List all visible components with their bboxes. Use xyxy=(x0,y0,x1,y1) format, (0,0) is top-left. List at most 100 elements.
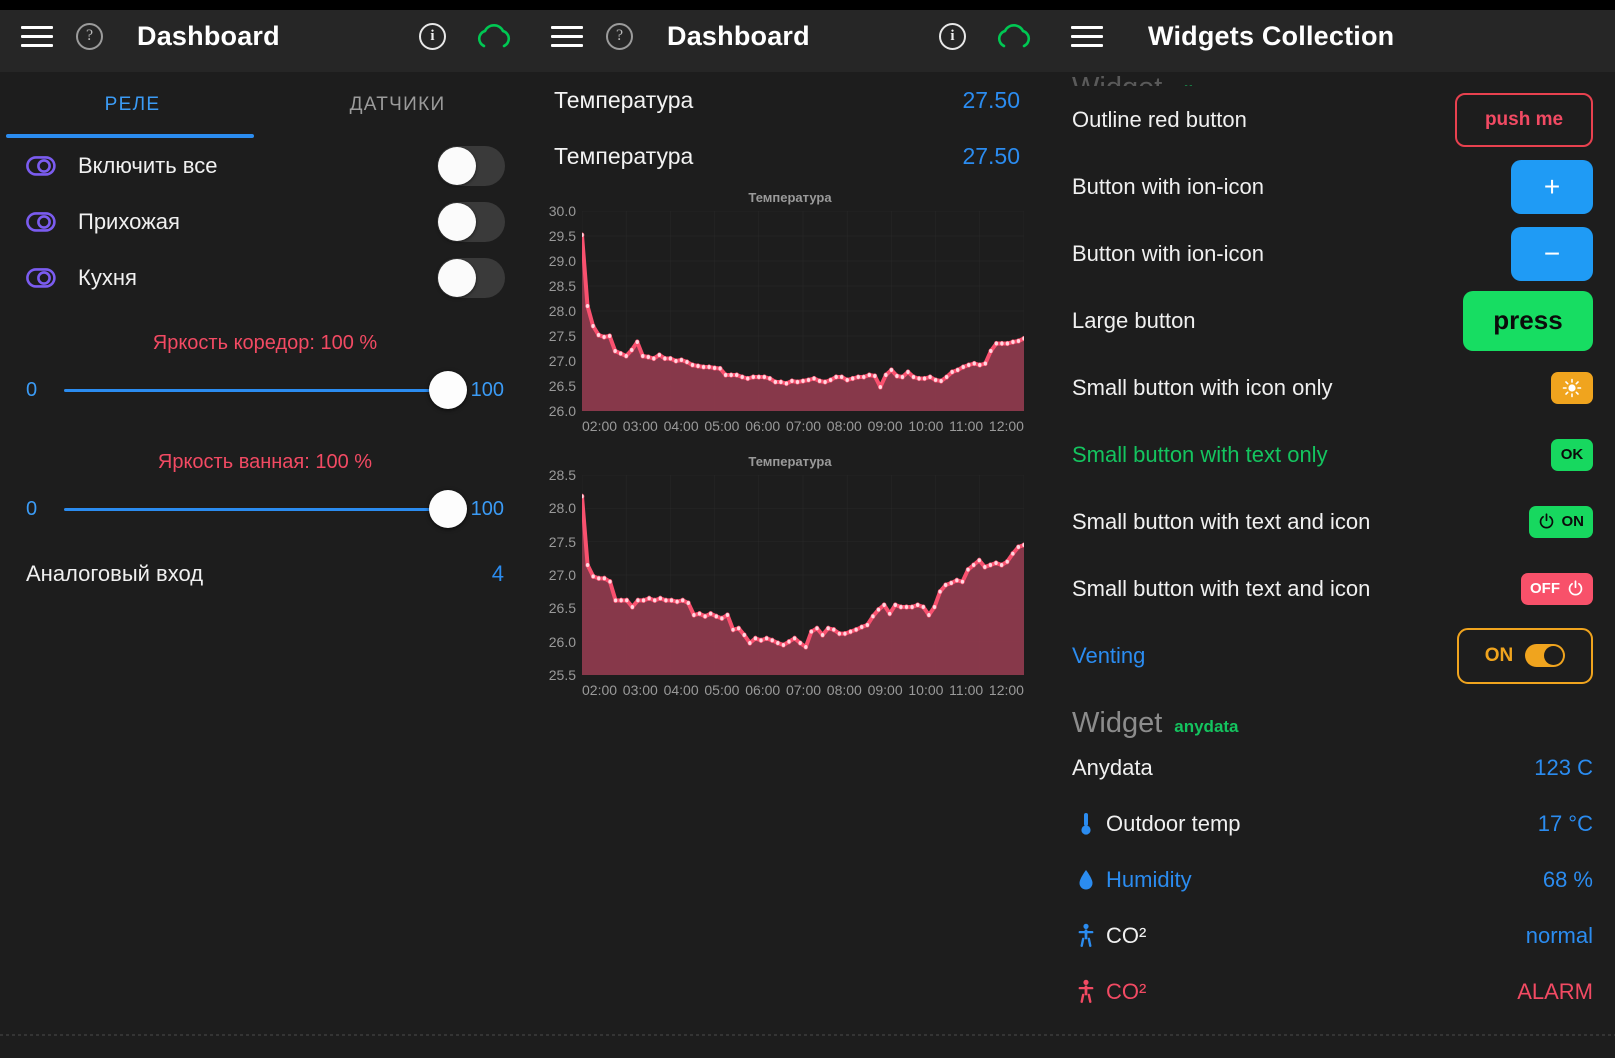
blue-minus-button[interactable]: − xyxy=(1511,226,1593,281)
data-row-outdoor-temp: Outdoor temp 17 °C xyxy=(1050,796,1615,852)
outline-orange-toggle[interactable]: ON xyxy=(1457,627,1593,684)
chart-x-tick: 12:00 xyxy=(988,682,1024,698)
large-green-button[interactable]: press xyxy=(1463,290,1593,351)
slider-bar xyxy=(64,388,457,392)
hamburger-menu-icon[interactable] xyxy=(1070,19,1104,53)
widget-row-large: Large button press xyxy=(1050,287,1615,354)
chart-x-tick: 08:00 xyxy=(826,418,862,434)
chart-x-axis: 02:00 03:00 04:00 05:00 06:00 07:00 08:00 09:00… xyxy=(582,675,1024,698)
slider-thumb[interactable] xyxy=(428,371,467,409)
chart-x-tick: 11:00 xyxy=(949,418,984,434)
toggle-row-hallway[interactable]: Прихожая xyxy=(0,194,530,250)
widget-row-label: Button with ion-icon xyxy=(1072,173,1264,199)
chart-x-tick: 10:00 xyxy=(908,418,944,434)
switch-knob xyxy=(438,259,476,297)
page-title: Dashboard xyxy=(667,20,810,51)
cloud-icon[interactable] xyxy=(474,22,512,50)
help-circle-icon[interactable]: ? xyxy=(606,22,633,50)
slider-min-label: 0 xyxy=(26,497,38,520)
tab-rele[interactable]: РЕЛЕ xyxy=(104,94,161,115)
toggle-switch-icon xyxy=(26,156,64,176)
cloud-icon[interactable] xyxy=(994,22,1032,50)
appbar-right: Widgets Collection xyxy=(1050,0,1615,72)
appbar-left: ? Dashboard i xyxy=(0,0,530,72)
chart-y-tick: 26.5 xyxy=(548,600,576,617)
chart-markers xyxy=(582,232,1024,390)
data-row-label: CO² xyxy=(1106,979,1147,1004)
switch-kitchen[interactable] xyxy=(437,258,505,298)
power-off-label: OFF xyxy=(1530,580,1560,597)
slider-track[interactable] xyxy=(64,370,467,410)
widget-row-label: Small button with text and icon xyxy=(1072,575,1371,601)
minus-icon: − xyxy=(1543,237,1561,269)
slider-thumb[interactable] xyxy=(428,490,467,528)
switch-knob xyxy=(438,147,476,185)
blue-plus-button[interactable]: + xyxy=(1511,159,1593,214)
hamburger-menu-icon[interactable] xyxy=(20,19,54,53)
small-red-power-off-button[interactable]: OFF xyxy=(1521,572,1593,605)
chart-y-tick: 25.5 xyxy=(548,667,576,683)
widget-row-label: Small button with icon only xyxy=(1072,374,1333,400)
data-row-label: Anydata xyxy=(1072,755,1153,780)
widget-row-label: Small button with text and icon xyxy=(1072,508,1371,534)
venting-state-label: ON xyxy=(1484,644,1514,666)
slider-bar xyxy=(64,507,457,511)
switch-all[interactable] xyxy=(437,146,505,186)
sun-icon xyxy=(1562,378,1582,397)
widget-row-text-icon-off: Small button with text and icon OFF xyxy=(1050,555,1615,622)
data-row-anydata: Anydata 123 C xyxy=(1050,740,1615,796)
widget-group-subtitle: anydata xyxy=(1174,717,1239,736)
slider-min-label: 0 xyxy=(26,378,38,401)
slider-corridor[interactable]: 0 100 xyxy=(0,355,530,425)
data-row-label: Outdoor temp xyxy=(1106,811,1241,836)
widget-row-label: Venting xyxy=(1072,642,1146,668)
info-circle-icon[interactable]: i xyxy=(939,22,966,50)
slider-caption-corridor: Яркость коредор: 100 % xyxy=(152,332,378,354)
power-icon xyxy=(1568,580,1583,596)
chart-area: 28.5 28.0 27.5 27.0 26.5 26.0 25.5 xyxy=(530,467,1050,683)
chart-y-tick: 26.0 xyxy=(548,633,576,650)
widget-group-title: Widget xyxy=(1072,72,1162,86)
slider-caption-bathroom: Яркость ванная: 100 % xyxy=(157,451,373,473)
chart-plot[interactable] xyxy=(582,211,1024,411)
slider-track[interactable] xyxy=(64,489,467,529)
chart-x-axis: 02:00 03:00 04:00 05:00 06:00 07:00 08:00 09:00… xyxy=(582,411,1024,434)
info-circle-icon[interactable]: i xyxy=(419,22,446,50)
chart-x-tick: 04:00 xyxy=(663,682,699,698)
chart-plot[interactable] xyxy=(582,475,1024,675)
small-orange-sun-button[interactable] xyxy=(1551,371,1593,404)
widget-row-text-icon-on: Small button with text and icon ON xyxy=(1050,488,1615,555)
small-green-ok-button[interactable]: OK xyxy=(1551,438,1593,471)
chart-y-tick: 29.0 xyxy=(548,253,576,269)
chart-x-tick: 12:00 xyxy=(988,418,1024,434)
outline-red-button[interactable]: push me xyxy=(1455,92,1593,147)
chart-y-tick: 27.0 xyxy=(548,567,576,583)
chart-y-axis: 28.5 28.0 27.5 27.0 26.5 26.0 25.5 xyxy=(530,467,582,683)
help-circle-icon[interactable]: ? xyxy=(76,22,103,50)
widget-row-plus: Button with ion-icon + xyxy=(1050,153,1615,220)
panel-dashboard-middle: ? Dashboard i Температура 27.50 Температ… xyxy=(530,0,1050,1058)
slider-max-label: 100 xyxy=(470,378,504,401)
small-green-power-on-button[interactable]: ON xyxy=(1528,505,1593,538)
chart-x-tick: 03:00 xyxy=(622,682,658,698)
widget-row-label: Outline red button xyxy=(1072,106,1247,132)
chart-y-tick: 28.0 xyxy=(548,500,576,517)
bottom-divider xyxy=(0,1034,1615,1036)
chart-x-tick: 08:00 xyxy=(826,682,862,698)
chart-x-tick: 02:00 xyxy=(582,682,618,698)
data-row-co2-normal: CO² normal xyxy=(1050,908,1615,964)
tab-datchiki[interactable]: ДАТЧИКИ xyxy=(349,94,446,115)
widget-row-label: Button with ion-icon xyxy=(1072,240,1264,266)
hamburger-menu-icon[interactable] xyxy=(550,19,584,53)
toggle-row-all[interactable]: Включить все xyxy=(0,138,530,194)
toggle-row-kitchen[interactable]: Кухня xyxy=(0,250,530,306)
water-drop-icon xyxy=(1066,868,1106,892)
chart-y-tick: 30.0 xyxy=(548,203,576,219)
power-icon xyxy=(1539,513,1553,529)
chart-temperature-1: Температура 30.0 29.5 29.0 28.5 28.0 27.5 27.0… xyxy=(530,184,1050,436)
switch-hallway[interactable] xyxy=(437,202,505,242)
analog-input-row: Аналоговый вход 4 xyxy=(0,544,530,604)
slider-bathroom[interactable]: 0 100 xyxy=(0,474,530,544)
chart-y-tick: 28.5 xyxy=(548,278,576,294)
